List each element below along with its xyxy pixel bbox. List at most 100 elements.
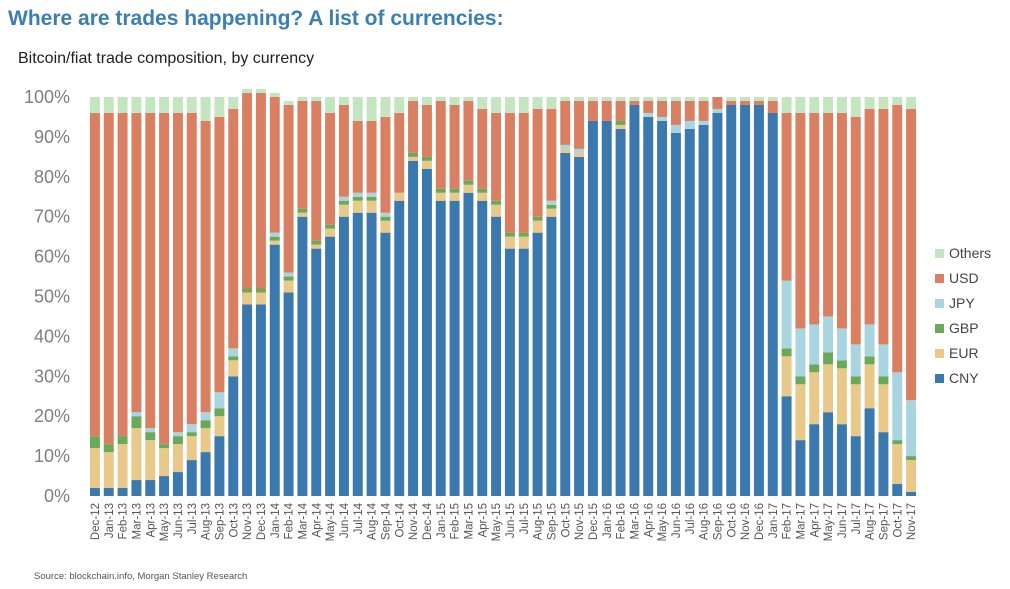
bar-segment-cny [546,216,557,496]
bar-segment-others [823,97,834,113]
bar-segment-jpy [131,412,142,417]
bar-segment-eur [906,460,917,493]
bar-segment-usd [629,100,640,105]
bar-segment-cny [325,236,336,496]
y-tick-label: 90% [34,127,70,147]
bar-segment-gbp [906,456,917,461]
bar-segment-cny [836,424,847,496]
bar-segment-jpy [145,428,156,433]
bar-segment-jpy [352,192,363,197]
bar-segment-jpy [643,112,654,117]
bar-segment-others [338,97,349,105]
bar-segment-gbp [255,288,266,293]
bar-segment-eur [878,384,889,433]
bar-segment-usd [172,112,183,433]
x-tick-label: Jun-15 [505,503,517,538]
bar-segment-cny [878,432,889,496]
bar-segment-eur [574,152,585,157]
bar-segment-others [380,97,391,117]
bar-segment-usd [643,100,654,113]
bar-segment-others [629,97,640,101]
bar-segment-gbp [477,188,488,193]
bar-segment-usd [560,100,571,145]
bar-segment-gbp [117,436,128,445]
bar-segment-cny [906,492,917,496]
bar-segment-eur [380,220,391,233]
bar-segment-eur [615,124,626,129]
bar-segment-usd [297,100,308,209]
y-tick-label: 60% [34,247,70,267]
bar-segment-gbp [463,180,474,185]
bar-segment-cny [352,212,363,496]
bar-segment-jpy [864,324,875,357]
x-tick-label: Oct-14 [394,502,406,537]
y-tick-label: 40% [34,326,70,346]
bar-segment-usd [657,100,668,117]
bar-segment-others [753,97,764,101]
x-tick-label: Oct-13 [228,503,240,538]
bar-segment-cny [311,248,322,496]
bar-segment-usd [587,100,598,121]
bar-segment-cny [269,244,280,496]
bar-segment-others [352,97,363,121]
bar-segment-usd [131,112,142,413]
bar-segment-others [435,97,446,101]
bar-segment-cny [394,200,405,497]
bar-segment-usd [200,120,211,413]
bar-segment-usd [823,112,834,317]
bar-segment-usd [795,112,806,329]
bar-segment-gbp [159,444,170,449]
bar-segment-others [449,97,460,105]
bar-segment-cny [421,168,432,496]
legend-swatch-others [935,249,944,258]
bar-segment-eur [532,220,543,233]
bar-segment-eur [311,244,322,249]
bar-segment-jpy [200,412,211,421]
x-tick-label: Jul-13 [187,503,199,534]
bar-segment-others [601,97,612,101]
bar-segment-jpy [906,400,917,457]
bar-segment-others [892,97,903,105]
bar-segment-others [491,97,502,113]
bar-segment-gbp [491,200,502,205]
bar-segment-eur [352,200,363,213]
bar-segment-others [546,97,557,109]
bar-segment-jpy [878,344,889,377]
bar-segment-eur [449,192,460,201]
bar-segment-usd [878,108,889,345]
bar-segment-jpy [269,232,280,237]
bar-segment-jpy [809,324,820,365]
bar-segment-others [740,97,751,101]
bar-segment-gbp [283,276,294,281]
bar-segment-gbp [103,444,114,453]
bar-segment-cny [131,480,142,496]
source-note: Source: blockchain.info, Morgan Stanley … [34,571,248,582]
bar-segment-eur [366,200,377,213]
bar-segment-jpy [380,212,391,217]
bar-segment-usd [767,100,778,113]
bar-segment-cny [574,156,585,496]
bar-segment-eur [159,448,170,477]
bar-segment-others [366,97,377,121]
bar-segment-usd [421,104,432,157]
bar-segment-jpy [574,148,585,153]
bar-segment-usd [906,108,917,401]
bar-segment-gbp [823,352,834,365]
bar-segment-others [906,97,917,109]
bar-segment-usd [684,100,695,121]
bar-segment-others [159,97,170,113]
bar-segment-gbp [380,216,391,221]
x-tick-label: Apr-13 [145,503,157,538]
bar-segment-usd [283,104,294,273]
bar-segment-gbp [311,240,322,245]
bar-segment-cny [297,216,308,496]
bar-segment-cny [892,484,903,496]
x-tick-label: Dec-13 [256,503,268,540]
bar-segment-others [643,97,654,101]
bar-segment-cny [532,232,543,496]
x-tick-label: Oct-17 [892,503,904,538]
bar-segment-cny [200,452,211,496]
bar-segment-others [117,97,128,113]
bar-segment-jpy [670,124,681,133]
x-tick-label: Dec-12 [90,503,102,540]
